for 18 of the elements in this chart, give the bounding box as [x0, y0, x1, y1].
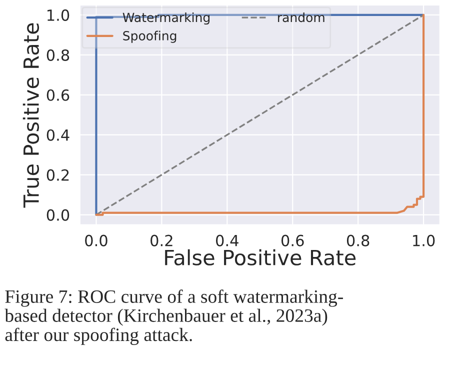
y-tick-label: 0.8: [46, 49, 70, 61]
x-axis-title: False Positive Rate: [165, 249, 356, 266]
x-tick-label: 1.0: [413, 234, 435, 246]
legend-label: Spoofing: [123, 30, 176, 43]
x-tick-label: 0.0: [85, 234, 108, 246]
legend-label: random: [278, 12, 324, 22]
legend-label: Watermarking: [122, 12, 210, 25]
y-axis-title: True Positive Rate: [22, 23, 40, 208]
x-tick-label: 0.4: [216, 234, 238, 246]
y-tick-label: 0.2: [46, 169, 69, 181]
y-tick-label: 0.6: [46, 89, 70, 101]
x-tick-label: 0.8: [346, 234, 370, 246]
x-tick-label: 0.6: [281, 234, 304, 246]
x-tick-label: 0.2: [150, 234, 172, 246]
y-tick-label: 0.0: [46, 209, 70, 221]
caption: Figure 7: ROC curve of a soft watermarking- based detector (Kirchenbauer et al., 2023a) after our spoofing attack.: [4, 290, 343, 345]
y-tick-label: 0.4: [46, 129, 70, 141]
y-tick-label: 1.0: [48, 9, 70, 21]
